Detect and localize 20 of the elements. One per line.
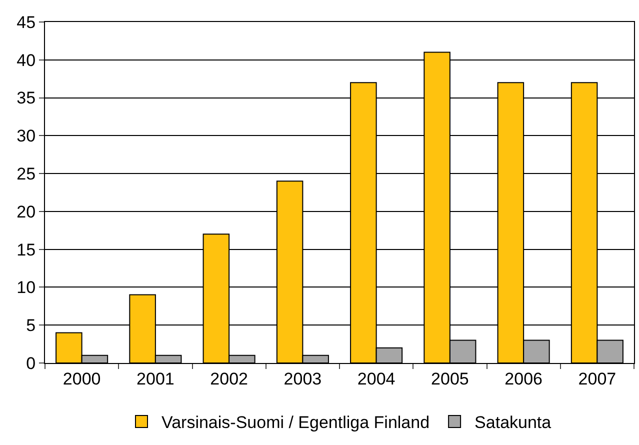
- y-tick-label: 15: [16, 240, 36, 260]
- x-tick-label: 2001: [136, 369, 174, 388]
- x-tick-label: 2006: [504, 369, 542, 388]
- y-tick-label: 0: [26, 354, 36, 373]
- x-tick-label: 2004: [357, 369, 396, 388]
- y-tick-label: 10: [16, 278, 36, 298]
- y-tick-label: 5: [26, 316, 36, 336]
- legend-label: Varsinais-Suomi / Egentliga Finland: [162, 413, 430, 432]
- y-tick-label: 20: [16, 202, 36, 222]
- legend-label: Satakunta: [474, 413, 552, 432]
- x-tick-label: 2000: [62, 369, 101, 388]
- y-tick-label: 30: [16, 126, 36, 146]
- x-tick-label: 2007: [578, 369, 616, 388]
- x-tick-label: 2002: [210, 369, 248, 388]
- x-tick-label: 2005: [431, 369, 469, 388]
- x-tick-label: 2003: [284, 369, 322, 388]
- y-tick-label: 40: [16, 50, 36, 70]
- y-tick-label: 35: [16, 88, 36, 108]
- y-tick-label: 25: [16, 164, 36, 184]
- y-tick-label: 45: [16, 12, 36, 32]
